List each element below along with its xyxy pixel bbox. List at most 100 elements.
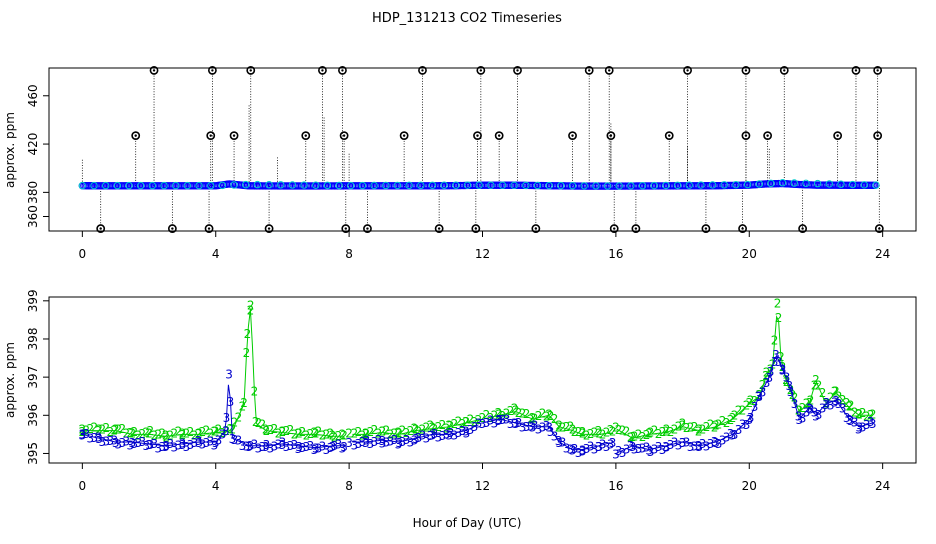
series-marker-3: 3	[835, 397, 843, 411]
series-marker-3: 3	[163, 439, 171, 453]
series-marker-3: 3	[615, 444, 623, 458]
outlier-point	[338, 66, 347, 75]
baseline-point-cyan	[207, 181, 215, 190]
series-marker-2: 2	[115, 422, 123, 436]
series-marker-2: 2	[867, 408, 875, 422]
series-marker-3: 3	[491, 416, 499, 430]
baseline-point-cyan	[533, 181, 542, 190]
bottom-x-tick-label: 0	[79, 479, 87, 493]
series-marker-2: 2	[251, 385, 259, 399]
series-marker-3: 3	[315, 441, 323, 455]
series-point-3: 3	[755, 390, 763, 404]
series-marker-3: 3	[171, 440, 179, 454]
series-marker-2: 2	[439, 418, 447, 432]
series-point-3: 3	[312, 442, 320, 456]
outlier-point-center	[321, 69, 324, 72]
series-point-3: 3	[222, 425, 230, 439]
series-point-2: 2	[545, 407, 553, 421]
outlier-point	[606, 131, 616, 141]
series-point-2: 2	[129, 426, 137, 440]
outlier-point-center	[854, 69, 858, 72]
series-marker-3: 3	[531, 418, 539, 432]
baseline-point-cyan	[522, 181, 530, 190]
outlier-point-center	[588, 69, 591, 72]
series-marker-2: 2	[403, 426, 411, 440]
series-point-2: 2	[812, 373, 820, 387]
series-point-2: 2	[395, 426, 403, 440]
baseline-point-cyan	[673, 181, 682, 189]
top-x-ticks: 0 4 8 12 16 20 24	[79, 231, 890, 261]
top-y-tick-label: 420	[26, 133, 40, 156]
bottom-x-tick-label: 4	[212, 479, 220, 493]
series-marker-2: 2	[827, 391, 835, 405]
series-marker-3: 3	[563, 442, 571, 456]
series-marker-2: 2	[719, 414, 727, 428]
baseline-point-cyan	[288, 181, 297, 189]
series-marker-3: 3	[527, 420, 535, 434]
series-point-3: 3	[395, 436, 403, 450]
series-point-2: 2	[79, 423, 87, 437]
series-marker-2: 2	[243, 346, 251, 360]
outlier-point	[604, 66, 614, 75]
series-marker-3: 3	[631, 443, 639, 457]
outlier-point-center	[99, 227, 102, 230]
series-marker-2: 2	[699, 423, 707, 437]
series-marker-3: 3	[579, 444, 587, 458]
series-marker-3: 3	[523, 420, 531, 434]
outlier-point	[763, 131, 773, 141]
series-marker-2: 2	[375, 426, 383, 440]
series-marker-3: 3	[115, 438, 123, 452]
baseline-point-cyan	[137, 181, 145, 190]
series-marker-2: 2	[383, 423, 391, 437]
series-marker-3: 3	[363, 434, 371, 448]
series-point-3: 3	[195, 436, 203, 450]
top-y-tick-label: 460	[26, 84, 40, 107]
series-marker-3: 3	[715, 437, 723, 451]
series-marker-2: 2	[371, 423, 379, 437]
series-point-2: 2	[244, 327, 252, 341]
series-marker-2: 2	[819, 386, 827, 400]
series-marker-3: 3	[767, 365, 775, 379]
outlier-point	[434, 224, 444, 233]
outlier-point-center	[476, 134, 479, 137]
series-marker-3: 3	[827, 398, 835, 412]
series-marker-3: 3	[159, 440, 167, 454]
series-marker-3: 3	[595, 440, 603, 454]
top-data-marks	[78, 66, 884, 233]
series-marker-2: 2	[559, 420, 567, 434]
series-point-2: 2	[679, 419, 687, 433]
series-marker-2: 2	[455, 414, 463, 428]
series-marker-2: 2	[735, 403, 743, 417]
series-marker-3: 3	[679, 436, 687, 450]
series-marker-2: 2	[619, 424, 627, 438]
series-point-3: 3	[179, 438, 187, 452]
series-marker-3: 3	[387, 434, 395, 448]
outlier-point	[167, 224, 177, 233]
baseline-point-cyan	[125, 181, 133, 190]
series-point-3: 3	[95, 432, 103, 446]
series-marker-2: 2	[415, 425, 423, 439]
series-marker-3: 3	[435, 431, 443, 445]
outlier-point-center	[421, 69, 424, 72]
series-marker-2: 2	[367, 425, 375, 439]
series-marker-3: 3	[571, 442, 579, 456]
baseline-point-cyan	[510, 181, 518, 190]
series-marker-2: 2	[563, 420, 571, 434]
outlier-point	[568, 131, 577, 141]
bottom-y-tick-label: 399	[26, 289, 40, 312]
series-marker-3: 3	[135, 436, 143, 450]
series-marker-2: 2	[163, 431, 171, 445]
series-marker-3: 3	[515, 416, 523, 430]
series-marker-3: 3	[247, 439, 255, 453]
series-marker-3: 3	[283, 440, 291, 454]
series-point-3: 3	[412, 432, 420, 446]
baseline-point-cyan	[615, 182, 623, 190]
series-marker-3: 3	[331, 439, 339, 453]
series-marker-2: 2	[427, 419, 435, 433]
series-marker-2: 2	[475, 413, 483, 427]
series-point-3: 3	[112, 436, 120, 450]
series-marker-2: 2	[639, 430, 647, 444]
baseline-point-cyan	[767, 179, 775, 188]
